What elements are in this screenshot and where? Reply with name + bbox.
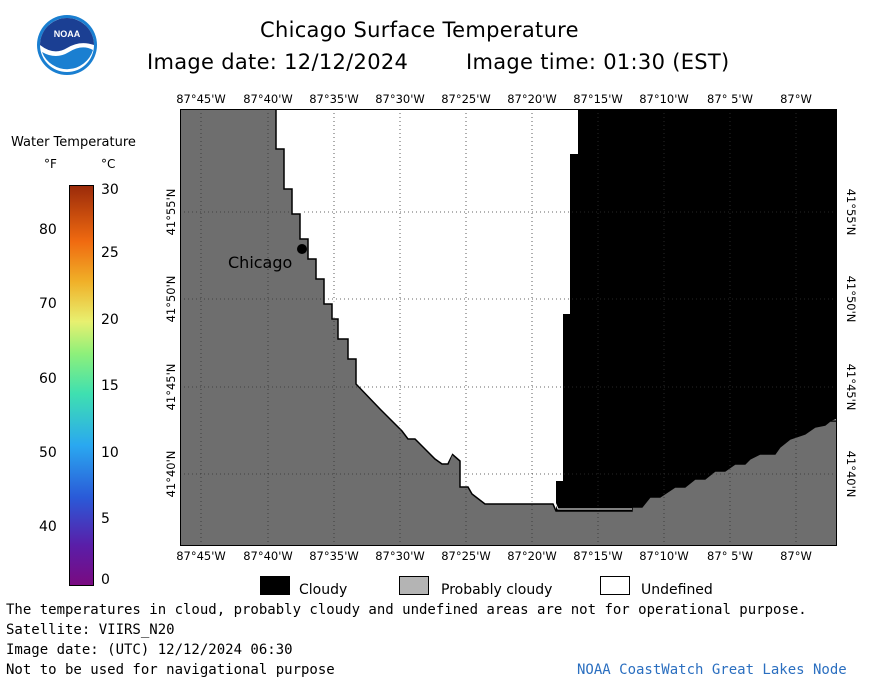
fahrenheit-tick-label: 40: [39, 519, 57, 535]
longitude-label: 87°30'W: [375, 92, 425, 106]
colorbar: [69, 185, 94, 586]
legend-label-undefined: Undefined: [641, 582, 713, 598]
noaa-logo: NOAA: [36, 14, 98, 76]
longitude-label: 87°40'W: [243, 549, 293, 563]
city-label-chicago: Chicago: [228, 253, 293, 272]
page-title: Chicago Surface Temperature: [260, 18, 579, 42]
longitude-label: 87°35'W: [309, 549, 359, 563]
chicago-marker: [297, 244, 307, 254]
longitude-label: 87°25'W: [441, 92, 491, 106]
longitude-label: 87° 5'W: [707, 549, 753, 563]
legend-swatch-undefined: [600, 576, 630, 595]
longitude-label: 87°15'W: [573, 92, 623, 106]
longitude-label: 87°10'W: [639, 92, 689, 106]
unit-fahrenheit: °F: [44, 157, 57, 171]
latitude-label: 41°50'N: [164, 275, 178, 323]
longitude-label: 87°45'W: [176, 92, 226, 106]
colorbar-title: Water Temperature: [11, 135, 136, 150]
longitude-label: 87°40'W: [243, 92, 293, 106]
legend-label-cloudy: Cloudy: [299, 582, 348, 598]
credit-link[interactable]: NOAA CoastWatch Great Lakes Node: [577, 662, 847, 678]
shoreline-edge: [277, 109, 632, 510]
utc-date-text: Image date: (UTC) 12/12/2024 06:30: [6, 642, 293, 658]
fahrenheit-tick-label: 60: [39, 371, 57, 387]
celsius-tick-label: 0: [101, 572, 110, 588]
celsius-tick-label: 5: [101, 511, 110, 527]
image-date: Image date: 12/12/2024: [147, 50, 409, 74]
longitude-label: 87°W: [780, 92, 812, 106]
longitude-label: 87°20'W: [507, 92, 557, 106]
longitude-label: 87°30'W: [375, 549, 425, 563]
legend-label-probably-cloudy: Probably cloudy: [441, 582, 553, 598]
longitude-label: 87°35'W: [309, 92, 359, 106]
longitude-label: 87° 5'W: [707, 92, 753, 106]
celsius-tick-label: 30: [101, 182, 119, 198]
latitude-label: 41°40'N: [844, 450, 858, 498]
longitude-label: 87°25'W: [441, 549, 491, 563]
latitude-label: 41°40'N: [164, 450, 178, 498]
latitude-label: 41°45'N: [844, 363, 858, 411]
fahrenheit-tick-label: 70: [39, 296, 57, 312]
map-frame: [179, 108, 838, 547]
legend-swatch-cloudy: [260, 576, 290, 595]
fahrenheit-tick-label: 80: [39, 222, 57, 238]
longitude-label: 87°10'W: [639, 549, 689, 563]
unit-celsius: °C: [101, 157, 116, 171]
cloudy-area: [556, 109, 837, 511]
disclaimer-text: The temperatures in cloud, probably clou…: [6, 602, 807, 618]
latitude-label: 41°55'N: [844, 188, 858, 236]
longitude-label: 87°20'W: [507, 549, 557, 563]
celsius-tick-label: 25: [101, 245, 119, 261]
lonlat-grid: [180, 109, 837, 546]
celsius-tick-label: 15: [101, 378, 119, 394]
logo-text: NOAA: [54, 29, 81, 39]
satellite-text: Satellite: VIIRS_N20: [6, 622, 175, 638]
celsius-tick-label: 20: [101, 312, 119, 328]
legend-swatch-probably-cloudy: [399, 576, 429, 595]
latitude-label: 41°55'N: [164, 188, 178, 236]
celsius-tick-label: 10: [101, 445, 119, 461]
longitude-label: 87°15'W: [573, 549, 623, 563]
longitude-label: 87°W: [780, 549, 812, 563]
latitude-label: 41°45'N: [164, 363, 178, 411]
navigation-warning: Not to be used for navigational purpose: [6, 662, 335, 678]
longitude-label: 87°45'W: [176, 549, 226, 563]
latitude-label: 41°50'N: [844, 275, 858, 323]
fahrenheit-tick-label: 50: [39, 445, 57, 461]
image-time: Image time: 01:30 (EST): [466, 50, 730, 74]
